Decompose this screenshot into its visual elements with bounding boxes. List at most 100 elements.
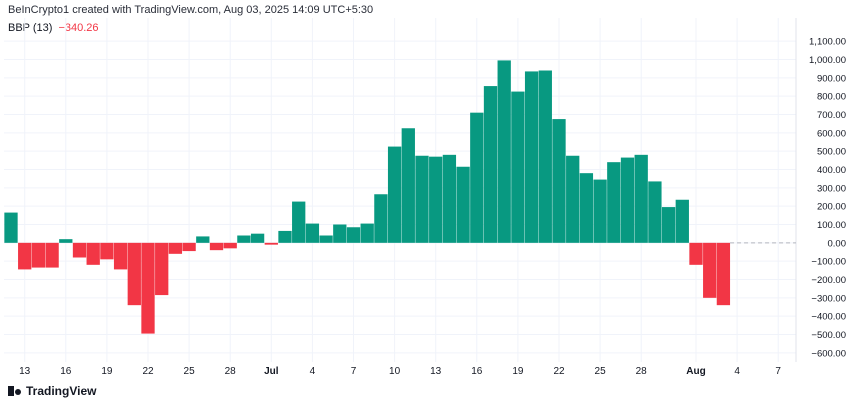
price-axis[interactable]: 1,100.00 1,000.00 900.00 800.00 700.00 600.00… <box>809 37 846 360</box>
bar <box>360 223 374 243</box>
x-tick-label: 4 <box>310 366 316 377</box>
y-tick-label: −300.00 <box>811 293 846 304</box>
bar <box>620 157 635 243</box>
x-tick-label: 25 <box>184 366 196 377</box>
bar <box>470 112 484 243</box>
bar <box>319 235 333 243</box>
bar <box>182 242 196 252</box>
x-tick-label: 28 <box>636 366 648 377</box>
bar <box>579 173 594 243</box>
bar <box>305 223 320 243</box>
indicator-value: −340.26 <box>58 22 99 34</box>
x-tick-label: 22 <box>142 366 154 377</box>
y-tick-label: −600.00 <box>811 348 846 359</box>
bar <box>552 119 566 243</box>
y-tick-label: 1,000.00 <box>809 55 846 66</box>
y-tick-label: 600.00 <box>817 128 846 139</box>
bar <box>716 242 731 306</box>
bar <box>689 242 703 265</box>
x-tick-label: 10 <box>389 366 401 377</box>
bar <box>675 199 689 243</box>
x-tick-label: 4 <box>734 366 740 377</box>
y-tick-label: −200.00 <box>811 275 846 286</box>
bar <box>141 242 155 334</box>
x-tick-label: 19 <box>101 366 113 377</box>
bars <box>4 60 731 334</box>
indicator-name: BBP (13) <box>8 22 53 34</box>
bar <box>18 242 32 270</box>
x-tick-label: 19 <box>512 366 524 377</box>
tradingview-logo[interactable]: TradingView <box>8 384 96 398</box>
bar <box>113 242 128 270</box>
x-tick-label: 13 <box>430 366 442 377</box>
x-tick-label: Jul <box>264 366 279 377</box>
y-tick-label: 100.00 <box>817 220 846 231</box>
x-tick-label: 22 <box>553 366 565 377</box>
bar <box>59 239 73 243</box>
bar <box>292 201 306 243</box>
bar <box>72 242 87 258</box>
x-tick-label: 25 <box>595 366 607 377</box>
x-tick-label: 16 <box>471 366 483 377</box>
bar <box>593 179 607 243</box>
bar <box>333 224 347 243</box>
indicator-legend[interactable]: BBP (13) −340.26 <box>8 22 99 34</box>
x-tick-label: 16 <box>60 366 72 377</box>
bar <box>483 86 498 243</box>
y-tick-label: 0.00 <box>828 238 847 249</box>
bar <box>250 233 265 243</box>
bar <box>264 242 278 245</box>
y-tick-label: 1,100.00 <box>809 37 846 48</box>
bar <box>401 128 415 243</box>
bar <box>346 227 361 243</box>
bar <box>607 162 621 243</box>
x-tick-label: Aug <box>686 366 705 377</box>
bar <box>648 181 662 243</box>
bar <box>415 155 429 243</box>
y-tick-label: −400.00 <box>811 312 846 323</box>
attribution-text: BeInCrypto1 created with TradingView.com… <box>8 4 374 16</box>
bar <box>374 194 388 243</box>
bar <box>223 242 237 249</box>
bar <box>278 230 292 243</box>
x-tick-label: 7 <box>775 366 781 377</box>
bar <box>196 236 210 243</box>
bar <box>237 235 251 243</box>
y-tick-label: 500.00 <box>817 147 846 158</box>
y-tick-label: 200.00 <box>817 202 846 213</box>
y-tick-label: 400.00 <box>817 165 846 176</box>
bar <box>538 70 552 243</box>
bar <box>168 242 183 254</box>
y-tick-label: 800.00 <box>817 92 846 103</box>
bar <box>511 91 525 243</box>
x-tick-label: 7 <box>351 366 357 377</box>
bar <box>442 154 457 243</box>
bar <box>703 242 717 298</box>
tradingview-logo-icon <box>8 386 22 396</box>
y-tick-label: 300.00 <box>817 183 846 194</box>
bar <box>4 212 18 243</box>
x-tick-label: 28 <box>225 366 237 377</box>
time-axis[interactable]: 13 16 19 22 25 28 Jul 4 7 10 13 16 19 22 25 28 Aug 4 7 <box>19 366 781 377</box>
bar <box>456 166 470 243</box>
bar <box>86 242 100 265</box>
x-tick-label: 13 <box>19 366 31 377</box>
bar <box>127 242 141 306</box>
bar <box>566 155 580 243</box>
bar <box>31 242 46 268</box>
bar <box>634 154 648 243</box>
y-tick-label: 700.00 <box>817 110 846 121</box>
bar <box>45 242 59 268</box>
bar <box>209 242 224 251</box>
bar <box>100 242 114 260</box>
bar <box>661 207 676 243</box>
y-tick-label: −500.00 <box>811 330 846 341</box>
y-tick-label: −100.00 <box>811 257 846 268</box>
bar <box>497 60 511 243</box>
bar <box>387 146 402 243</box>
bar <box>524 71 539 243</box>
y-tick-label: 900.00 <box>817 73 846 84</box>
bar <box>155 242 169 296</box>
